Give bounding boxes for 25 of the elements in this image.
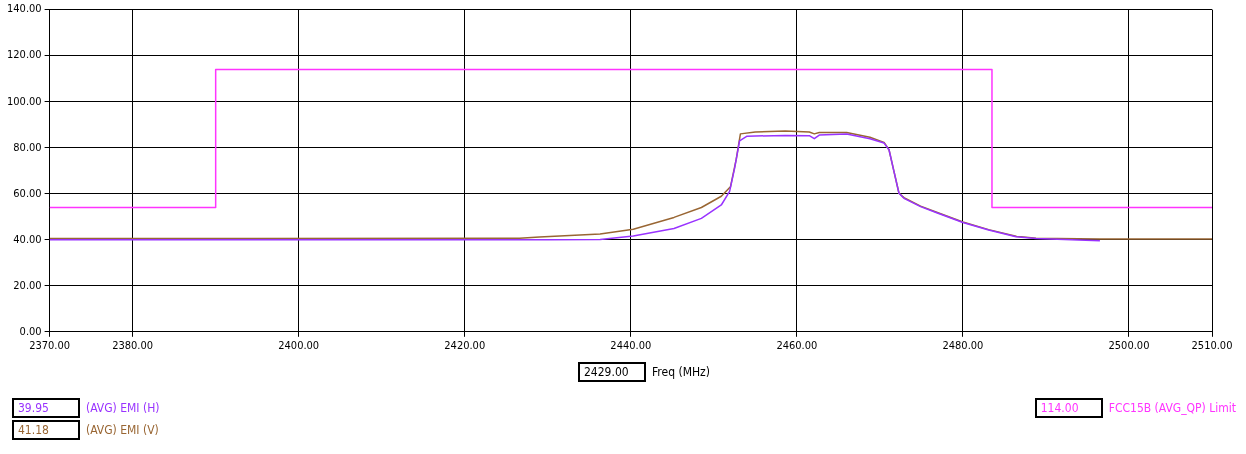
y-tick-label: 120.00: [6, 48, 42, 62]
text: 2429.00: [578, 362, 646, 382]
x-tick-label: 2370.00: [29, 339, 71, 353]
x-tick-label: 2420.00: [444, 339, 486, 353]
x-tick-label: 2460.00: [776, 339, 818, 353]
y-tick-label: 20.00: [13, 278, 42, 292]
y-tick-label: 0.00: [19, 324, 42, 338]
y-tick-label: 40.00: [13, 232, 42, 246]
x-tick-label: 2500.00: [1108, 339, 1150, 353]
x-tick-label: 2380.00: [112, 339, 154, 353]
x-tick-label: 2440.00: [610, 339, 652, 353]
x-tick-label: 2480.00: [942, 339, 984, 353]
text: 41.18: [12, 420, 80, 440]
x-axis-title: Freq (MHz): [652, 365, 710, 379]
x-tick-label: 2400.00: [278, 339, 320, 353]
text: 39.95: [12, 398, 80, 418]
x-tick-label: 2510.00: [1191, 339, 1233, 353]
text: FCC15B (AVG_QP) Limit: [1108, 401, 1236, 415]
text: (AVG) EMI (V): [86, 423, 159, 437]
text: 114.00: [1034, 398, 1103, 418]
y-tick-label: 80.00: [13, 140, 42, 154]
text: (AVG) EMI (H): [86, 401, 160, 415]
y-tick-label: 140.00: [6, 2, 42, 16]
y-tick-label: 100.00: [6, 94, 42, 108]
y-tick-label: 60.00: [13, 186, 42, 200]
